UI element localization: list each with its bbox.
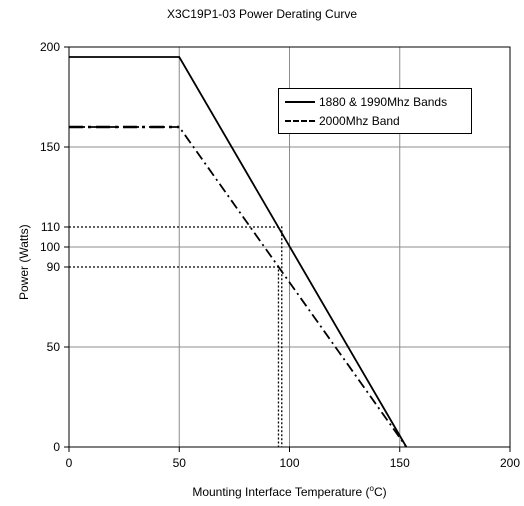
legend-swatch-solid — [285, 101, 315, 103]
x-tick-label: 200 — [500, 456, 520, 470]
x-tick-label: 50 — [173, 456, 187, 470]
y-tick-label: 110 — [41, 220, 60, 234]
x-tick-label: 100 — [279, 456, 299, 470]
y-tick-label: 150 — [40, 140, 60, 154]
x-axis-label: Mounting Interface Temperature (oC) — [69, 484, 510, 499]
series-line-2000 — [69, 126, 408, 448]
reference-lines — [69, 226, 283, 447]
y-axis-ticks: 0 50 90 100 110 150 200 — [40, 40, 69, 454]
y-tick-label: 100 — [40, 240, 60, 254]
legend-item-2000: 2000Mhz Band — [285, 113, 400, 129]
y-tick-label: 0 — [53, 440, 60, 454]
x-axis-label-degree: o — [369, 484, 374, 493]
chart-title: X3C19P1-03 Power Derating Curve — [166, 7, 358, 21]
x-tick-label: 150 — [390, 456, 410, 470]
legend: 1880 & 1990Mhz Bands 2000Mhz Band — [278, 88, 472, 134]
reference-line — [69, 266, 280, 447]
y-tick-label: 200 — [40, 40, 60, 54]
series-line-1880-1990 — [69, 56, 408, 448]
x-axis-ticks: 0 50 100 150 200 — [66, 447, 520, 470]
legend-swatch-dashed — [285, 120, 315, 122]
y-tick-label: 50 — [47, 340, 61, 354]
x-axis-label-main: Mounting Interface Temperature ( — [192, 485, 370, 499]
legend-label: 2000Mhz Band — [319, 114, 400, 128]
legend-label: 1880 & 1990Mhz Bands — [319, 95, 448, 109]
x-axis-label-unit: C) — [374, 485, 387, 499]
y-axis-label: Power (Watts) — [17, 224, 31, 300]
x-tick-label: 0 — [66, 456, 73, 470]
series-lines — [69, 56, 408, 448]
reference-line — [69, 226, 283, 447]
y-tick-label: 90 — [47, 260, 61, 274]
legend-item-1880-1990: 1880 & 1990Mhz Bands — [285, 94, 447, 110]
